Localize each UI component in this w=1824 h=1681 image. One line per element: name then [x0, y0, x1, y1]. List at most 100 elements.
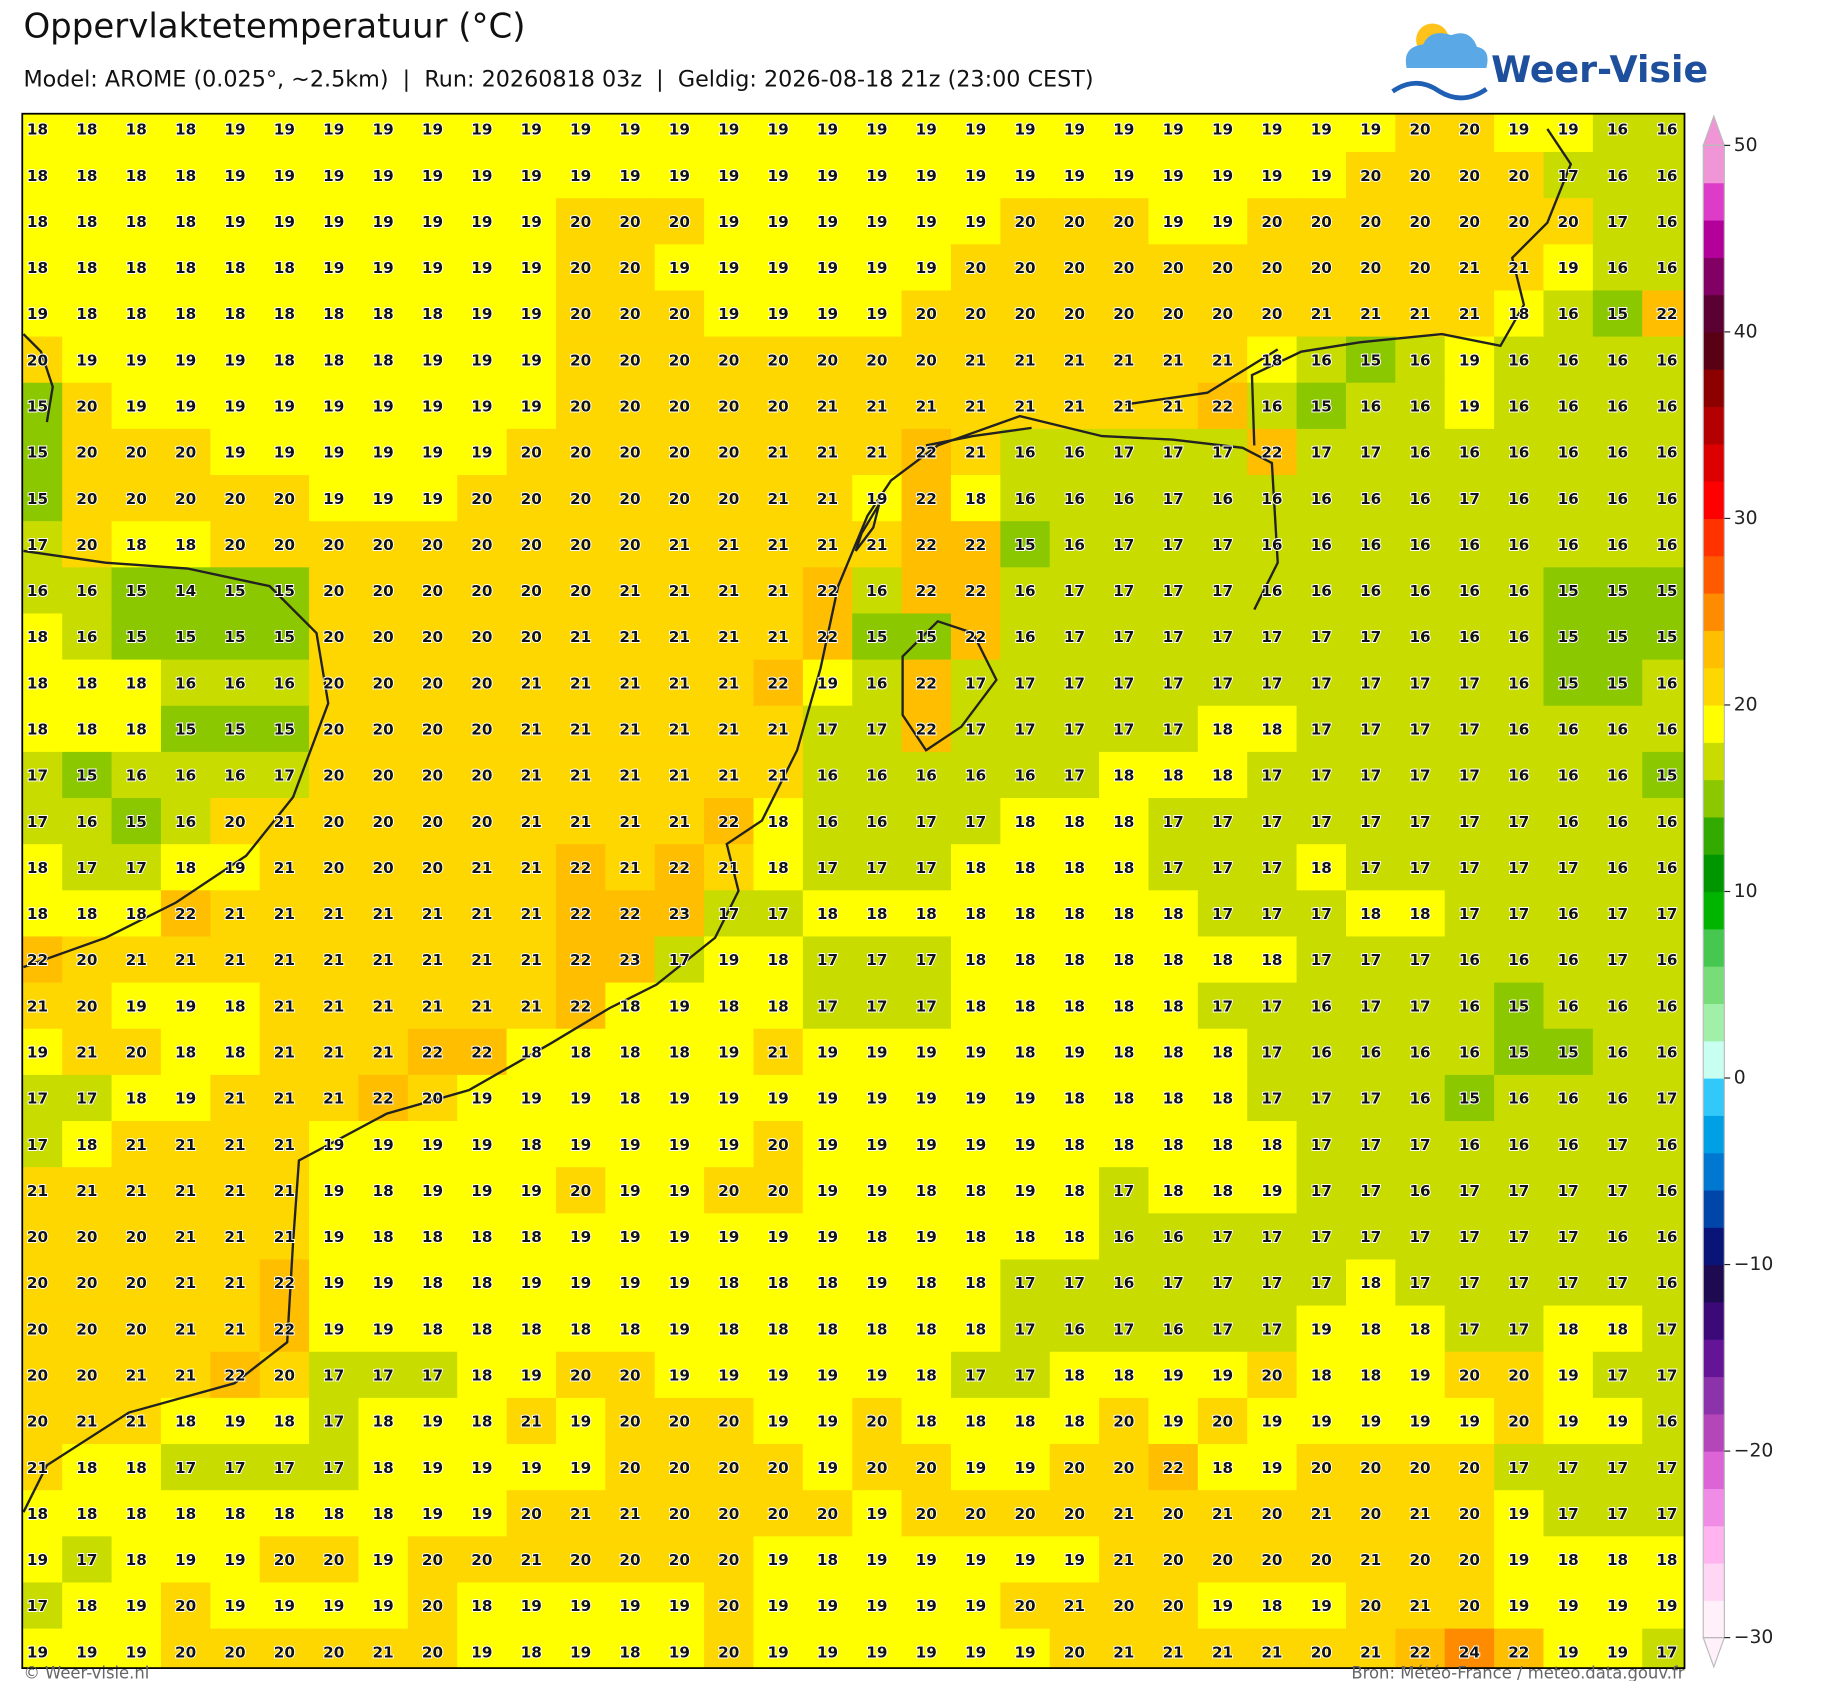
temperature-cell	[1148, 382, 1199, 430]
temperature-value: 18	[274, 259, 295, 277]
temperature-cell	[950, 113, 1002, 153]
temperature-cell	[950, 1259, 1002, 1307]
temperature-cell	[1543, 705, 1594, 753]
temperature-value: 21	[718, 536, 739, 554]
temperature-value: 19	[323, 121, 344, 139]
temperature-cell	[1247, 382, 1298, 430]
temperature-cell	[1494, 613, 1545, 661]
temperature-cell	[654, 290, 705, 338]
temperature-cell	[1395, 1490, 1446, 1538]
temperature-value: 18	[619, 1643, 640, 1661]
temperature-value: 19	[521, 1459, 542, 1477]
temperature-value: 16	[1656, 444, 1677, 462]
temperature-cell	[210, 1028, 261, 1076]
logo: Weer-Visie	[1391, 23, 1708, 101]
temperature-cell	[1296, 382, 1347, 430]
temperature-value: 17	[1607, 1182, 1628, 1200]
temperature-value: 18	[27, 167, 48, 185]
temperature-value: 20	[1064, 1459, 1085, 1477]
temperature-cell	[309, 1028, 360, 1076]
temperature-cell	[753, 1351, 804, 1399]
temperature-cell	[22, 659, 63, 707]
temperature-value: 18	[422, 1320, 443, 1338]
temperature-value: 20	[1113, 213, 1134, 231]
temperature-value: 19	[669, 1366, 690, 1384]
temperature-cell	[506, 1167, 557, 1215]
temperature-cell	[259, 659, 310, 707]
temperature-value: 19	[1311, 1413, 1332, 1431]
temperature-value: 20	[619, 490, 640, 508]
temperature-cell	[852, 936, 903, 984]
temperature-cell	[1642, 659, 1685, 707]
temperature-cell	[1543, 1351, 1594, 1399]
temperature-value: 17	[1212, 1228, 1233, 1246]
temperature-value: 17	[1311, 444, 1332, 462]
temperature-value: 16	[1508, 951, 1529, 969]
temperature-cell	[259, 982, 310, 1030]
temperature-value: 17	[1409, 859, 1430, 877]
temperature-cell	[1543, 336, 1594, 384]
temperature-cell	[704, 1397, 755, 1445]
temperature-value: 19	[224, 213, 245, 231]
temperature-cell	[407, 1121, 458, 1168]
temperature-cell	[407, 1536, 458, 1584]
temperature-cell	[1494, 844, 1545, 892]
temperature-value: 15	[274, 628, 295, 646]
temperature-value: 18	[27, 720, 48, 738]
temperature-value: 20	[1360, 167, 1381, 185]
temperature-value: 21	[965, 397, 986, 415]
temperature-cell	[407, 751, 458, 799]
temperature-value: 18	[965, 1274, 986, 1292]
temperature-cell	[1000, 1582, 1051, 1630]
temperature-cell	[22, 1628, 63, 1669]
temperature-cell	[1494, 152, 1545, 199]
temperature-value: 16	[1656, 813, 1677, 831]
temperature-cell	[852, 1536, 903, 1584]
temperature-cell	[1049, 290, 1100, 338]
temperature-cell	[309, 567, 360, 615]
temperature-value: 19	[768, 259, 789, 277]
temperature-cell	[1296, 751, 1347, 799]
temperature-cell	[1543, 1213, 1594, 1261]
temperature-value: 21	[373, 1643, 394, 1661]
temperature-cell	[901, 521, 952, 569]
temperature-value: 20	[768, 1182, 789, 1200]
temperature-value: 20	[422, 813, 443, 831]
temperature-value: 18	[274, 1505, 295, 1523]
coastline	[23, 549, 330, 969]
temperature-cell	[358, 1628, 409, 1669]
temperature-cell	[704, 1582, 755, 1630]
temperature-value: 17	[1163, 536, 1184, 554]
temperature-cell	[259, 382, 310, 430]
temperature-cell	[1197, 1351, 1248, 1399]
temperature-cell	[506, 705, 557, 753]
temperature-cell	[62, 1028, 113, 1076]
temperature-value: 19	[866, 1597, 887, 1615]
temperature-value: 23	[669, 905, 690, 923]
temperature-cell	[506, 936, 557, 984]
temperature-value: 18	[1163, 1136, 1184, 1154]
temperature-cell	[852, 1490, 903, 1538]
temperature-value: 18	[1113, 905, 1134, 923]
temperature-value: 19	[817, 1459, 838, 1477]
temperature-value: 19	[1163, 167, 1184, 185]
temperature-value: 24	[1459, 1643, 1480, 1661]
temperature-value: 17	[1064, 1274, 1085, 1292]
temperature-value: 20	[570, 1551, 591, 1569]
temperature-value: 20	[1360, 1505, 1381, 1523]
temperature-cell	[210, 1536, 261, 1584]
temperature-cell	[160, 982, 212, 1030]
temperature-cell	[605, 567, 656, 615]
temperature-cell	[1197, 1444, 1248, 1491]
temperature-value: 17	[916, 813, 937, 831]
temperature-value: 16	[1508, 490, 1529, 508]
temperature-value: 22	[817, 628, 838, 646]
temperature-value: 18	[274, 351, 295, 369]
temperature-cell	[704, 290, 755, 338]
temperature-cell	[1444, 1305, 1495, 1353]
colorbar-extend-bottom	[1702, 1637, 1726, 1669]
temperature-cell	[358, 798, 409, 845]
temperature-cell	[802, 1213, 853, 1261]
temperature-value: 18	[422, 1274, 443, 1292]
